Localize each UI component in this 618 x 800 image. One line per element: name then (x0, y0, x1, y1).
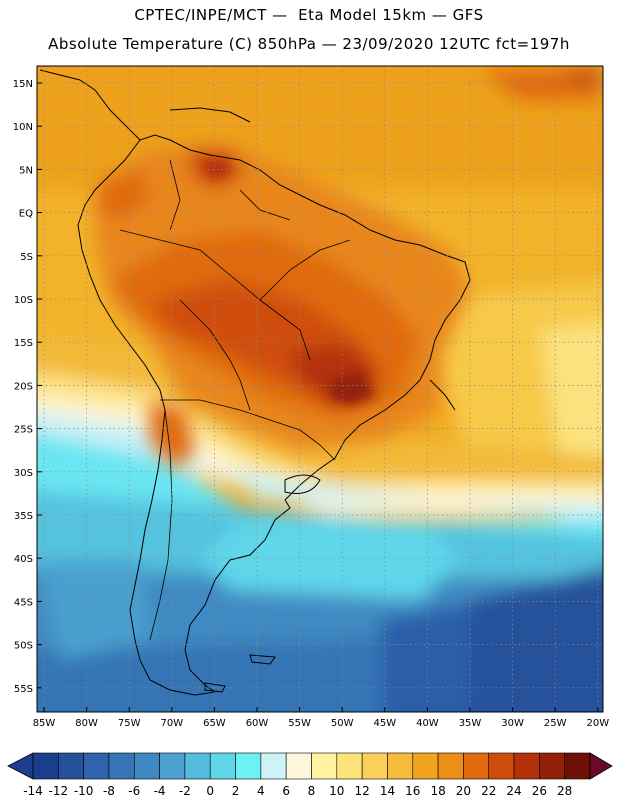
colorbar-label: 12 (354, 784, 369, 798)
lon-label: 40W (416, 718, 439, 729)
temperature-field (37, 66, 603, 712)
colorbar: -14 -12 -10 -8 -6 -4 -2 0 2 4 6 8 10 12 14 16 18 20 22 24 26… (7, 752, 613, 798)
colorbar-swatch (108, 752, 135, 780)
colorbar-label: 26 (532, 784, 547, 798)
colorbar-swatch (336, 752, 363, 780)
lat-label: 5S (20, 252, 33, 263)
colorbar-swatch (32, 752, 59, 780)
longitude-labels: 85W 80W 75W 70W 65W 60W 55W 50W 45W 40W 35W 30W 25W 2… (33, 707, 609, 729)
colorbar-over-arrow (589, 752, 613, 780)
colorbar-swatch (58, 752, 84, 780)
colorbar-label: 24 (506, 784, 521, 798)
lat-label: 15N (13, 79, 33, 90)
lon-label: 30W (501, 718, 524, 729)
lat-label: 10N (13, 122, 33, 133)
colorbar-swatch (361, 752, 388, 780)
colorbar-swatch (83, 752, 110, 780)
colorbar-swatch (209, 752, 236, 780)
lon-label: 80W (75, 718, 98, 729)
lon-label: 20W (586, 718, 609, 729)
lon-label: 65W (203, 718, 226, 729)
colorbar-swatch (133, 752, 160, 780)
colorbar-swatch (539, 752, 565, 780)
lat-label: 25S (14, 425, 33, 436)
colorbar-label: -8 (103, 784, 115, 798)
lat-label: 45S (14, 597, 33, 608)
colorbar-label: -4 (154, 784, 166, 798)
colorbar-swatch (437, 752, 464, 780)
colorbar-label: 2 (232, 784, 240, 798)
lat-label: 55S (14, 684, 33, 695)
coastlines (39, 69, 471, 696)
colorbar-swatch (513, 752, 540, 780)
colorbar-label: 0 (206, 784, 214, 798)
map-frame (36, 65, 604, 713)
colorbar-label: 16 (405, 784, 420, 798)
colorbar-label: 22 (481, 784, 496, 798)
colorbar-swatch (387, 752, 414, 780)
latitude-labels: 15N 10N 5N EQ 5S 10S 15S 20S 25S 30S 35S 40S 45S 50S 5… (13, 79, 42, 695)
colorbar-swatch (564, 752, 591, 780)
colorbar-label: 6 (282, 784, 290, 798)
colorbar-label: -2 (179, 784, 191, 798)
title-line-1: CPTEC/INPE/MCT — Eta Model 15km — GFS (134, 6, 484, 24)
lon-label: 25W (544, 718, 567, 729)
colorbar-swatch (488, 752, 515, 780)
lat-label: 5N (19, 165, 33, 176)
lon-label: 55W (288, 718, 311, 729)
lon-label: 85W (33, 718, 56, 729)
colorbar-label: -6 (128, 784, 140, 798)
title-line-2: Absolute Temperature (C) 850hPa — 23/09/… (48, 35, 570, 53)
colorbar-swatch (311, 752, 338, 780)
colorbar-swatch (412, 752, 439, 780)
lon-label: 35W (459, 718, 482, 729)
country-borders (119, 159, 351, 641)
colorbar-swatch (285, 752, 312, 780)
colorbar-label: -12 (49, 784, 69, 798)
lat-label: EQ (19, 209, 33, 220)
colorbar-label: -10 (74, 784, 94, 798)
lat-label: 35S (14, 511, 33, 522)
lon-label: 60W (246, 718, 269, 729)
colorbar-swatch (184, 752, 211, 780)
lat-label: 50S (14, 641, 33, 652)
colorbar-swatch (235, 752, 262, 780)
colorbar-under-arrow (7, 752, 34, 780)
lat-label: 15S (14, 338, 33, 349)
colorbar-swatch (159, 752, 186, 780)
lat-label: 20S (14, 381, 33, 392)
colorbar-swatch (463, 752, 490, 780)
colorbar-label: 10 (329, 784, 344, 798)
lat-label: 30S (14, 468, 33, 479)
colorbar-swatch (260, 752, 287, 780)
colorbar-label: 4 (257, 784, 265, 798)
lon-label: 75W (118, 718, 141, 729)
lon-label: 70W (160, 718, 183, 729)
colorbar-label: 14 (380, 784, 395, 798)
colorbar-label: -14 (23, 784, 43, 798)
lat-label: 40S (14, 554, 33, 565)
lon-label: 45W (373, 718, 396, 729)
colorbar-label: 18 (430, 784, 445, 798)
lat-label: 10S (14, 295, 33, 306)
colorbar-label: 20 (456, 784, 471, 798)
colorbar-label: 28 (557, 784, 572, 798)
lon-label: 50W (331, 718, 354, 729)
colorbar-label: 8 (308, 784, 316, 798)
